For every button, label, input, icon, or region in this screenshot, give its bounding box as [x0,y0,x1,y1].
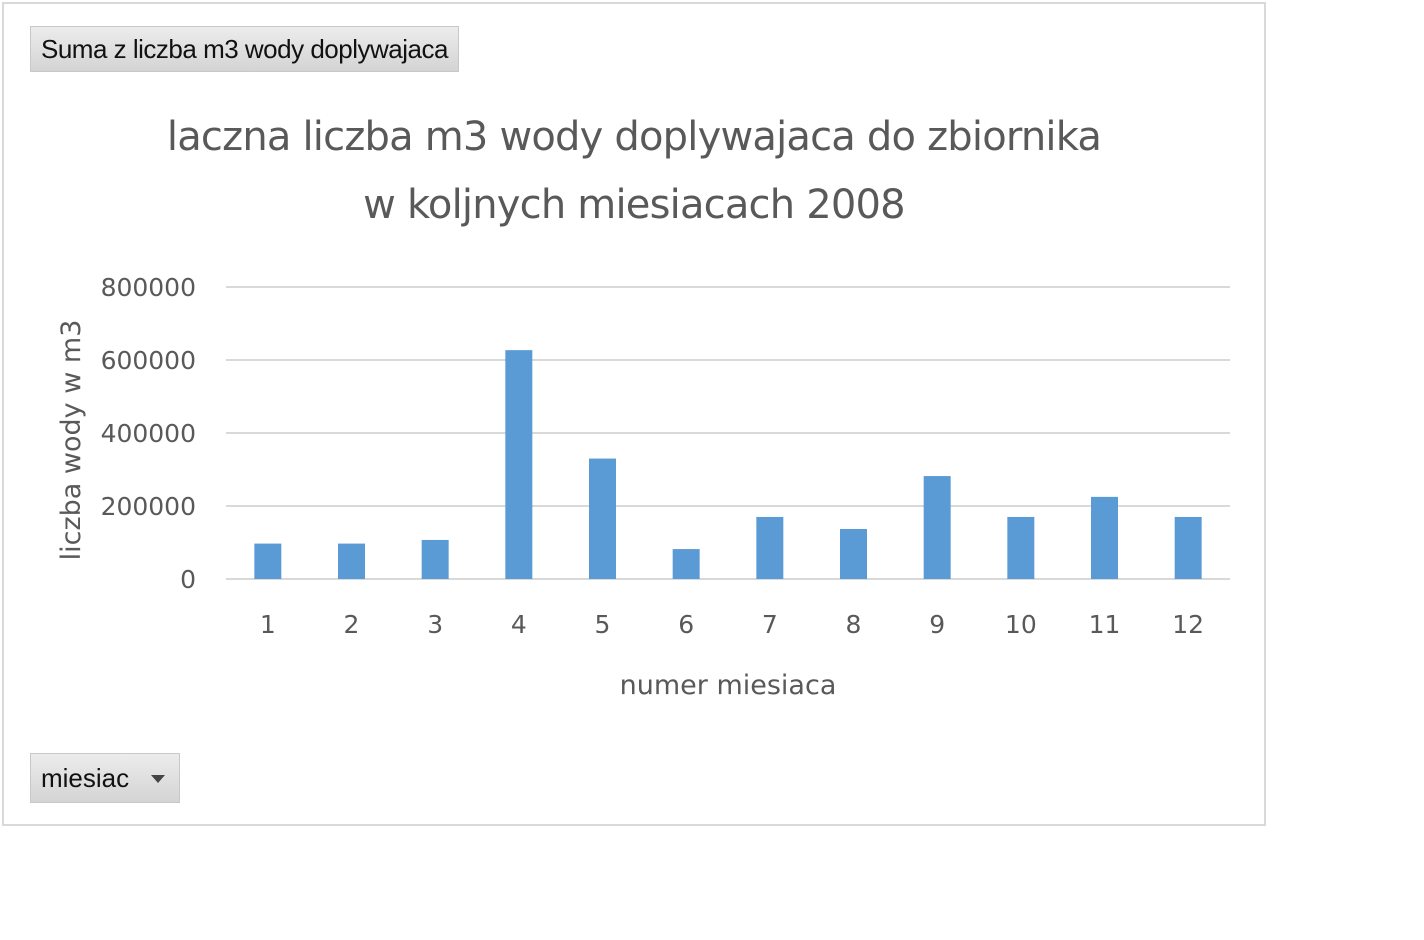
y-tick-label: 400000 [101,419,196,448]
x-tick-label: 5 [595,610,611,639]
x-tick-label: 3 [427,610,443,639]
pivot-axis-field-label: miesiac [41,762,130,793]
bar-month-11 [1091,496,1118,579]
x-tick-label: 10 [1005,610,1037,639]
chart-title-line-1: laczna liczba m3 wody doplywajaca do zbi… [166,114,1102,160]
bar-month-12 [1174,516,1202,579]
bar-month-1 [254,543,282,579]
x-tick-label: 12 [1172,610,1204,639]
bar-month-6 [672,549,700,579]
bar-month-10 [1007,516,1035,579]
bars [254,350,1202,579]
gridlines [226,286,1230,580]
x-tick-label: 4 [511,610,527,639]
y-tick-label: 600000 [101,346,196,375]
bar-month-9 [923,476,951,579]
y-tick-label: 800000 [101,273,196,302]
pivot-value-field-button[interactable]: Suma z liczba m3 wody doplywajaca [30,26,459,72]
chart-area [2,2,1266,826]
x-tick-label: 1 [260,610,276,639]
bar-month-8 [840,528,867,579]
bar-month-3 [421,539,449,579]
x-tick-label: 6 [678,610,694,639]
bar-month-5 [589,458,616,579]
x-tick-label: 7 [762,610,778,639]
pivot-axis-field-button[interactable]: miesiac [30,753,181,803]
y-tick-label: 200000 [101,492,196,521]
x-tick-label: 8 [846,610,862,639]
x-tick-label: 9 [929,610,945,639]
bar-month-2 [338,543,365,579]
x-tick-label: 11 [1089,610,1121,639]
chart-title-line-2: w koljnych miesiacach 2008 [363,182,905,228]
x-axis-tick-labels: 1 2 3 4 5 6 7 8 9 10 11 12 [260,610,1204,639]
y-tick-label: 0 [180,565,196,594]
x-axis-title: numer miesiaca [620,670,837,701]
y-axis-title: liczba wody w m3 [56,320,87,561]
x-tick-label: 2 [344,610,360,639]
bar-month-7 [756,516,784,579]
pivot-value-field-label: Suma z liczba m3 wody doplywajaca [41,33,448,64]
bar-month-4 [505,350,533,579]
y-axis-tick-labels: 0 200000 400000 600000 800000 [101,273,196,594]
chevron-down-icon[interactable] [151,775,166,783]
